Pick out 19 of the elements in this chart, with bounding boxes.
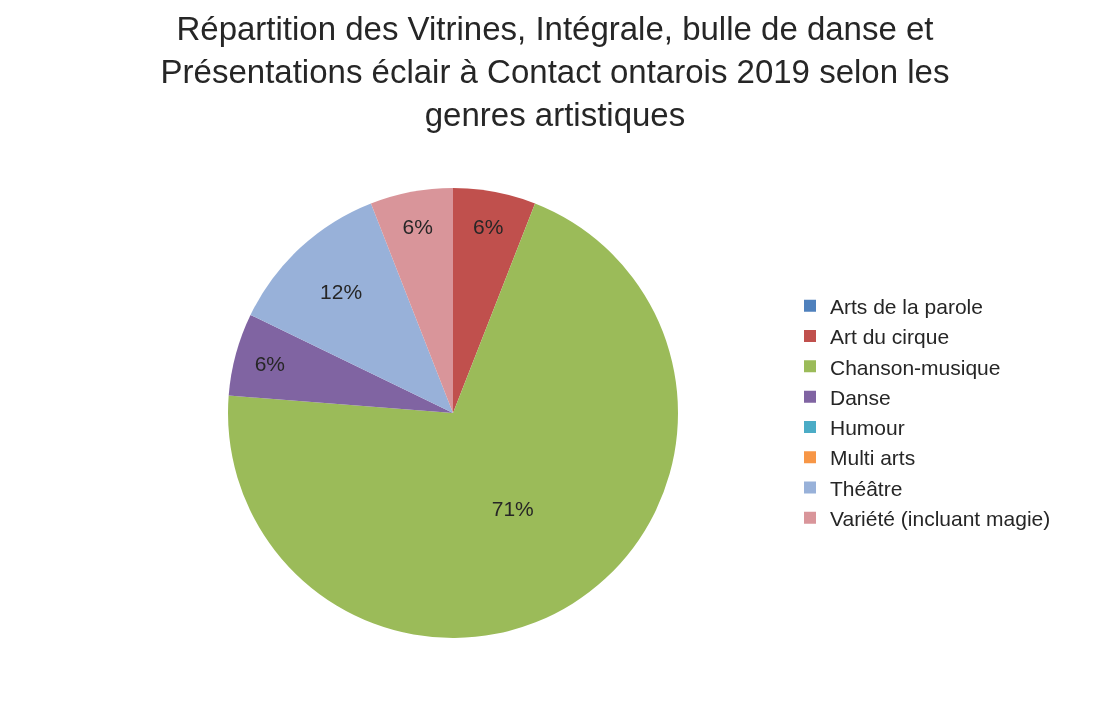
data-label: 6%	[473, 215, 504, 239]
legend-label: Danse	[830, 385, 891, 409]
pie-slice	[228, 203, 678, 638]
pie-slice	[453, 188, 536, 413]
legend-label: Arts de la parole	[830, 294, 983, 318]
pie-slice	[228, 314, 453, 413]
data-label: 12%	[320, 280, 363, 304]
data-label: 6%	[254, 351, 285, 375]
data-label: 71%	[491, 496, 534, 520]
data-label: 6%	[402, 215, 433, 239]
legend-label: Art du cirque	[830, 325, 950, 349]
legend-label: Chanson-musique	[830, 355, 1001, 379]
legend-label: Humour	[830, 416, 905, 440]
legend-label: Variété (incluant magie)	[830, 507, 1051, 531]
pie-slice	[370, 188, 453, 413]
chart-title: Répartition des Vitrines, Intégrale, bulle de danse et Présentations éclair à Contact ontarois 2019 selon les genres artistiques	[160, 9, 950, 133]
legend-label: Multi arts	[830, 446, 916, 470]
legend-label: Théâtre	[830, 476, 903, 500]
pie-slice	[250, 203, 453, 413]
